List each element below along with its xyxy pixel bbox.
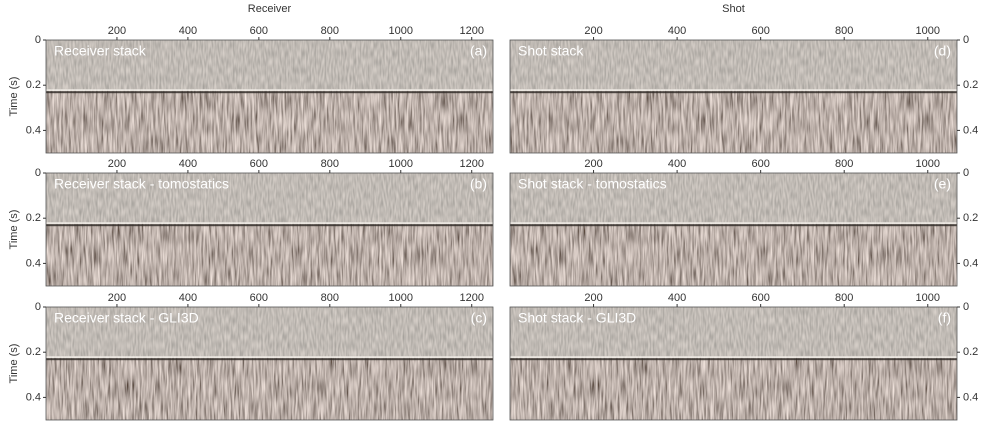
y-tick-label: 0 [35, 167, 41, 179]
x-tick-label: 200 [108, 292, 126, 304]
seismic-panel [510, 40, 957, 153]
y-tick-label: 0.4 [963, 391, 978, 403]
y-tick-label: 0.4 [26, 124, 41, 136]
seismic-panel [46, 307, 493, 420]
first-break [510, 222, 957, 225]
x-tick-label: 200 [108, 25, 126, 37]
x-tick-label: 1000 [916, 25, 940, 37]
panel-letter: (b) [470, 176, 487, 192]
first-break-dark [46, 358, 493, 361]
x-tick-label: 800 [835, 158, 853, 170]
x-tick-label: 800 [321, 292, 339, 304]
panel-frame [45, 39, 494, 154]
seismic-panel [46, 173, 493, 286]
panel-label: Receiver stack - GLI3D [54, 310, 199, 326]
seismic-panel [510, 173, 957, 286]
panel-frame [509, 306, 958, 421]
x-tick-label: 600 [250, 25, 268, 37]
y-tick-label: 0.4 [963, 257, 978, 269]
panel-label: Shot stack - tomostatics [518, 176, 667, 192]
y-tick-label: 0.2 [26, 346, 41, 358]
panel-letter: (e) [934, 176, 951, 192]
x-tick-label: 600 [751, 292, 769, 304]
y-axis-title: Time (s) [8, 77, 20, 117]
y-tick-label: 0.2 [26, 212, 41, 224]
panel-label: Shot stack [518, 43, 584, 59]
quiet-zone [46, 173, 493, 223]
y-tick-label: 0.2 [26, 79, 41, 91]
quiet-zone [510, 40, 957, 90]
y-tick-label: 0.2 [963, 212, 978, 224]
x-tick-label: 600 [751, 25, 769, 37]
quiet-zone [46, 307, 493, 357]
y-tick-label: 0 [963, 34, 969, 46]
panel-frame [45, 172, 494, 287]
first-break-dark [510, 91, 957, 94]
panel-label: Receiver stack [54, 43, 147, 59]
x-tick-label: 1000 [389, 292, 413, 304]
seismic-panel [46, 40, 493, 153]
y-tick-label: 0 [963, 301, 969, 313]
y-axis-title: Time (s) [8, 210, 20, 250]
first-break [510, 89, 957, 92]
x-tick-label: 200 [108, 158, 126, 170]
panel-letter: (c) [471, 310, 487, 326]
x-tick-label: 1200 [459, 25, 483, 37]
panel-frame [45, 306, 494, 421]
y-tick-label: 0.2 [963, 346, 978, 358]
first-break [46, 222, 493, 225]
panel-letter: (f) [938, 310, 951, 326]
x-tick-label: 1000 [389, 25, 413, 37]
x-tick-label: 800 [835, 292, 853, 304]
panel-letter: (d) [934, 43, 951, 59]
quiet-zone [510, 173, 957, 223]
first-break [46, 356, 493, 359]
x-axis-title: Receiver [248, 3, 292, 15]
x-tick-label: 1000 [916, 158, 940, 170]
y-tick-label: 0.4 [963, 124, 978, 136]
first-break-dark [510, 224, 957, 227]
y-axis-title: Time (s) [8, 344, 20, 384]
x-tick-label: 400 [179, 292, 197, 304]
x-tick-label: 600 [250, 158, 268, 170]
first-break-dark [510, 358, 957, 361]
x-tick-label: 800 [321, 158, 339, 170]
x-tick-label: 800 [321, 25, 339, 37]
x-tick-label: 1200 [459, 292, 483, 304]
panel-label: Shot stack - GLI3D [518, 310, 636, 326]
y-tick-label: 0 [35, 34, 41, 46]
y-tick-label: 0 [35, 301, 41, 313]
y-tick-label: 0.4 [26, 391, 41, 403]
x-tick-label: 400 [668, 25, 686, 37]
seismic-panel [510, 307, 957, 420]
y-tick-label: 0.2 [963, 79, 978, 91]
y-tick-label: 0.4 [26, 257, 41, 269]
x-axis-title: Shot [722, 3, 745, 15]
x-tick-label: 200 [584, 158, 602, 170]
x-tick-label: 200 [584, 25, 602, 37]
first-break [46, 89, 493, 92]
x-tick-label: 200 [584, 292, 602, 304]
x-tick-label: 400 [668, 292, 686, 304]
x-tick-label: 600 [751, 158, 769, 170]
x-tick-label: 600 [250, 292, 268, 304]
x-tick-label: 1000 [916, 292, 940, 304]
panel-label: Receiver stack - tomostatics [54, 176, 229, 192]
panel-letter: (a) [470, 43, 487, 59]
x-tick-label: 400 [668, 158, 686, 170]
panel-frame [509, 39, 958, 154]
quiet-zone [46, 40, 493, 90]
first-break-dark [46, 224, 493, 227]
panel-frame [509, 172, 958, 287]
x-tick-label: 400 [179, 158, 197, 170]
y-tick-label: 0 [963, 167, 969, 179]
x-tick-label: 1000 [389, 158, 413, 170]
x-tick-label: 400 [179, 25, 197, 37]
x-tick-label: 800 [835, 25, 853, 37]
quiet-zone [510, 307, 957, 357]
first-break-dark [46, 91, 493, 94]
x-tick-label: 1200 [459, 158, 483, 170]
first-break [510, 356, 957, 359]
